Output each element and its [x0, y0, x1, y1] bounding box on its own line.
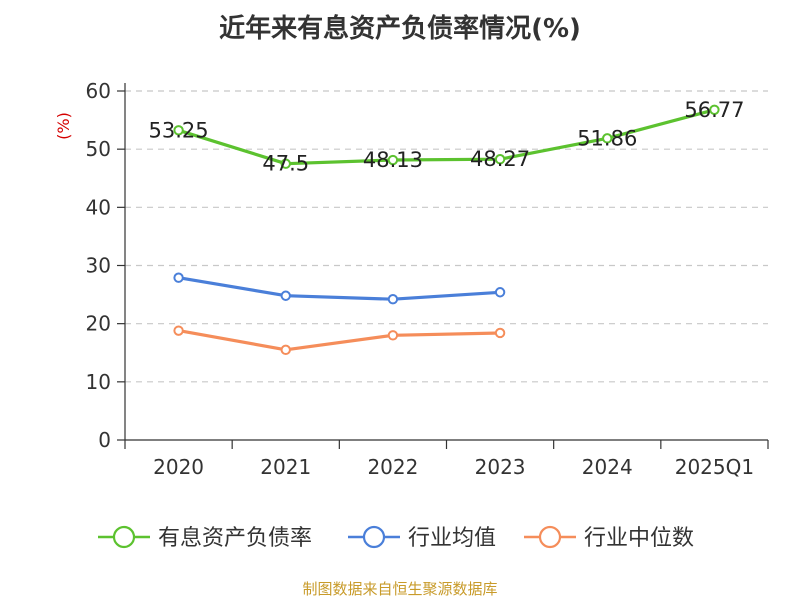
data-label: 53.25	[149, 118, 209, 142]
x-tick-label: 2024	[582, 455, 633, 479]
y-tick-label: 60	[86, 79, 111, 103]
data-label: 47.5	[262, 152, 309, 176]
axis-layer: 0 10 20 30 40 50 60 2020 2021 2022 2023 2024 2025Q1 (…	[54, 79, 769, 479]
legend-label: 行业均值	[408, 526, 496, 551]
source-note: 制图数据来自恒生聚源数据库	[302, 580, 498, 598]
series-line	[178, 329, 501, 352]
data-point	[173, 272, 184, 283]
x-tick-label: 2022	[367, 455, 418, 479]
legend-label: 行业中位数	[584, 526, 694, 551]
legend-marker	[538, 525, 562, 549]
data-point	[387, 154, 399, 166]
series-layer	[173, 104, 720, 356]
unit-label: (%)	[54, 112, 73, 140]
data-label: 48.27	[470, 147, 530, 171]
x-tick-label: 2021	[260, 455, 311, 479]
data-label: 48.13	[363, 148, 423, 172]
series-line	[178, 108, 715, 166]
data-point	[387, 330, 399, 341]
y-tick-label: 10	[86, 370, 111, 394]
grid-layer	[125, 90, 768, 383]
data-point	[280, 344, 291, 356]
x-tick-label: 2020	[153, 455, 204, 479]
data-label: 51.86	[577, 126, 637, 150]
data-point	[173, 125, 184, 136]
y-tick-label: 40	[86, 195, 111, 219]
y-tick-label: 50	[86, 137, 111, 161]
x-tick-label: 2023	[475, 455, 526, 479]
y-tick-label: 0	[98, 428, 111, 452]
data-point	[494, 154, 506, 165]
legend-marker	[362, 525, 386, 549]
legend-label: 有息资产负债率	[158, 526, 312, 551]
y-tick-label: 20	[86, 312, 111, 336]
data-point	[709, 104, 720, 115]
data-point	[280, 290, 291, 301]
data-point	[602, 133, 613, 144]
data-point	[280, 158, 291, 169]
x-tick-label: 2025Q1	[675, 455, 754, 479]
data-point	[387, 294, 399, 305]
data-point	[494, 287, 506, 298]
data-point	[494, 327, 506, 339]
data-point	[173, 325, 184, 336]
series-line	[178, 276, 501, 301]
legend: 有息资产负债率 行业均值 行业中位数	[98, 525, 694, 551]
chart-title: 近年来有息资产负债率情况(%)	[219, 14, 581, 44]
y-tick-label: 30	[86, 254, 111, 278]
legend-marker	[112, 525, 136, 549]
data-label: 56.77	[684, 98, 744, 122]
label-layer: 53.25 47.5 48.13 48.27 51.86 56.77	[149, 98, 745, 176]
